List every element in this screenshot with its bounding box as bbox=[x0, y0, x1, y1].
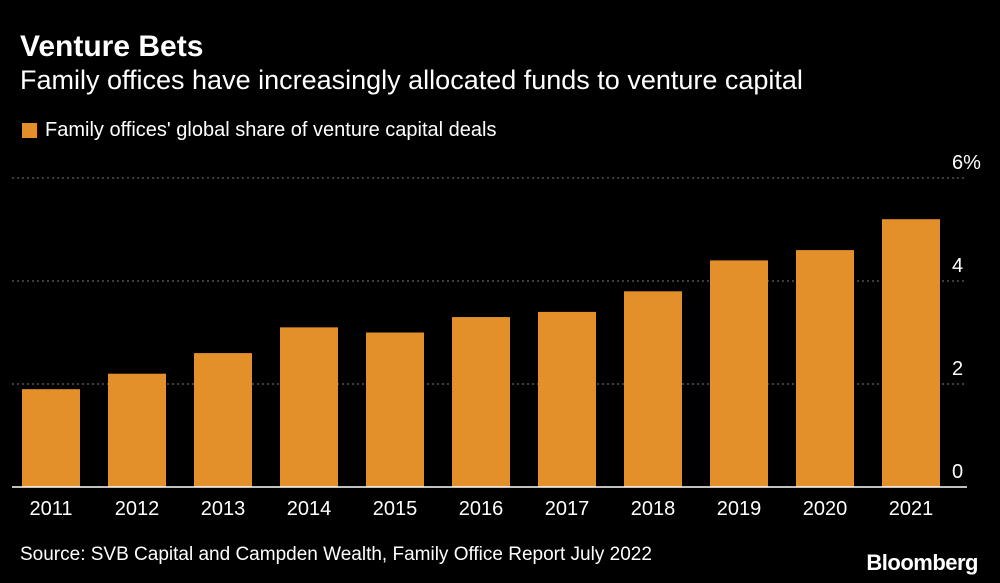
x-tick-label-2017: 2017 bbox=[545, 498, 590, 520]
bars bbox=[22, 219, 940, 487]
x-tick-label-2011: 2011 bbox=[29, 498, 72, 520]
y-tick-label-2: 2 bbox=[952, 358, 963, 380]
bar-2012 bbox=[108, 373, 166, 487]
chart-subtitle: Family offices have increasingly allocat… bbox=[20, 65, 803, 95]
x-tick-label-2015: 2015 bbox=[373, 498, 418, 520]
y-tick-label-0: 0 bbox=[952, 461, 963, 483]
bar-2013 bbox=[194, 353, 252, 487]
x-tick-label-2020: 2020 bbox=[803, 498, 848, 520]
bar-2016 bbox=[452, 317, 510, 487]
legend: Family offices' global share of venture … bbox=[22, 118, 496, 142]
bar-2015 bbox=[366, 332, 424, 487]
bloomberg-logo: Bloomberg bbox=[866, 550, 978, 575]
legend-label: Family offices' global share of venture … bbox=[45, 119, 497, 141]
y-tick-label-4: 4 bbox=[952, 255, 963, 277]
x-tick-label-2013: 2013 bbox=[201, 498, 246, 520]
x-tick-label-2021: 2021 bbox=[889, 498, 934, 520]
x-tick-label-2019: 2019 bbox=[717, 498, 762, 520]
x-tick-label-2018: 2018 bbox=[631, 498, 676, 520]
x-axis-ticks: 2011 2012 2013 2014 2015 2016 2017 2018 2019 2020… bbox=[29, 498, 933, 520]
bar-2020 bbox=[796, 250, 854, 487]
x-tick-label-2012: 2012 bbox=[115, 498, 160, 520]
legend-swatch bbox=[22, 122, 37, 138]
y-axis-ticks: 0 2 4 6% bbox=[952, 152, 981, 483]
y-tick-label-6: 6% bbox=[952, 152, 981, 174]
chart-title: Venture Bets bbox=[20, 30, 204, 63]
source-note: Source: SVB Capital and Campden Wealth, … bbox=[20, 544, 652, 565]
bar-2011 bbox=[22, 389, 80, 487]
bar-2017 bbox=[538, 311, 596, 487]
x-tick-label-2014: 2014 bbox=[287, 498, 332, 520]
bar-2021 bbox=[882, 219, 940, 487]
bar-2014 bbox=[280, 327, 338, 487]
x-tick-label-2016: 2016 bbox=[459, 498, 504, 520]
bar-2019 bbox=[710, 260, 768, 487]
bar-2018 bbox=[624, 291, 682, 487]
